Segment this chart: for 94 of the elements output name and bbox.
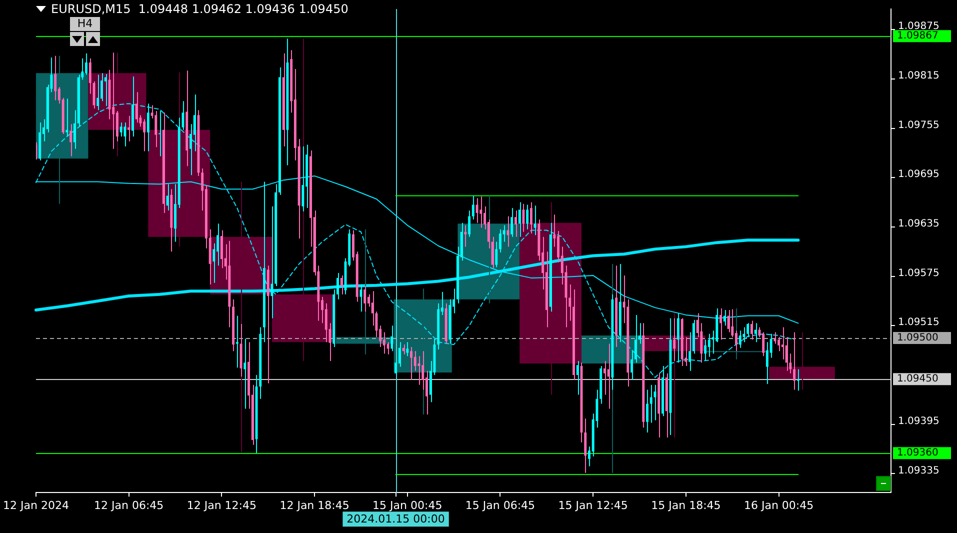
candlestick [708, 333, 710, 358]
x-tick-label: 12 Jan 2024 [2, 499, 69, 512]
candlestick [746, 322, 750, 338]
y-tick-label: 1.09875 [898, 21, 940, 32]
candlestick [96, 74, 100, 111]
candlestick [244, 338, 246, 410]
candlestick [382, 332, 386, 354]
chart-title: EURUSD,M15 1.09448 1.09462 1.09436 1.09450 [51, 2, 348, 16]
y-tick-label: 1.09755 [898, 120, 940, 131]
candlestick [781, 326, 784, 360]
candlestick [762, 332, 765, 357]
x-tick-label: 2024.01.15 00:00 [346, 512, 445, 526]
ref-line-label: 1.09450 [897, 374, 938, 385]
candlestick [607, 343, 610, 410]
candlestick [70, 124, 72, 157]
candlestick [124, 122, 126, 147]
candlestick [476, 198, 478, 224]
candlestick [480, 196, 482, 228]
candlestick [510, 208, 514, 238]
ref-line-label: 1.09867 [897, 30, 938, 42]
candlestick [302, 146, 304, 212]
candlestick [495, 241, 498, 268]
y-tick-label: 1.09635 [898, 218, 940, 230]
ref-line-label: 1.09360 [897, 448, 938, 459]
candlestick [738, 330, 742, 348]
candlestick [414, 350, 416, 372]
candlestick [85, 52, 88, 76]
candlestick [750, 320, 753, 340]
candlestick [723, 310, 726, 326]
candlestick [116, 110, 118, 142]
x-tick-label: 12 Jan 12:45 [186, 499, 257, 512]
candlestick [704, 339, 707, 362]
candlestick [128, 115, 130, 142]
candlestick [468, 210, 471, 238]
candlestick [146, 103, 150, 152]
candlestick [576, 360, 579, 396]
timeframe-button: H4 [70, 17, 100, 31]
ref-line-label: 1.09500 [897, 332, 938, 344]
candlestick [340, 274, 343, 295]
x-tick-label: 16 Jan 00:45 [744, 499, 814, 512]
candlestick [390, 325, 394, 352]
candlestick [774, 332, 776, 344]
candlestick [360, 284, 362, 312]
y-tick-label: 1.09335 [898, 465, 940, 476]
y-tick-label: 1.09515 [898, 317, 940, 328]
candlestick [406, 342, 409, 357]
candlestick [522, 203, 525, 232]
candlestick [464, 224, 467, 248]
x-tick-label: 15 Jan 00:45 [372, 499, 442, 512]
candlestick [534, 205, 536, 236]
y-tick-label: 1.09815 [898, 70, 940, 82]
candlestick [603, 360, 606, 396]
candlestick [720, 308, 722, 340]
candlestick [324, 302, 328, 343]
candlestick [506, 216, 510, 248]
candlestick [796, 368, 800, 392]
candlestick [143, 118, 146, 152]
x-tick-label: 15 Jan 06:45 [465, 499, 536, 512]
candlestick [135, 92, 138, 123]
candlestick [220, 230, 223, 269]
candlestick [584, 418, 587, 474]
candlestick [402, 344, 405, 355]
candlestick [472, 195, 474, 220]
candlestick [499, 228, 502, 253]
candlestick [386, 342, 390, 355]
y-tick-label: 1.09575 [898, 268, 940, 279]
x-tick-label: 12 Jan 06:45 [94, 499, 164, 512]
candlestick [112, 52, 115, 150]
x-tick-label: 15 Jan 18:45 [651, 499, 721, 512]
candlestick [54, 55, 57, 101]
x-tick-label: 12 Jan 18:45 [280, 499, 350, 512]
candlestick [66, 98, 68, 137]
y-tick-label: 1.09695 [898, 169, 940, 180]
candlestick [410, 346, 412, 380]
candlestick [793, 332, 796, 390]
candlestick [526, 204, 529, 230]
candlestick [236, 315, 238, 368]
candlestick [518, 202, 521, 238]
candlestick [364, 286, 366, 312]
candlestick [530, 202, 532, 234]
candlestick [766, 342, 768, 385]
candlestick [158, 110, 162, 157]
candlestick [166, 184, 169, 211]
candlestick [120, 122, 122, 137]
y-tick-label: 1.09395 [898, 416, 940, 427]
candlestick [650, 384, 652, 424]
candlestick [371, 290, 374, 326]
candlestick [754, 322, 757, 343]
candlestick [646, 389, 648, 434]
candlestick [104, 73, 107, 107]
candlestick [514, 210, 517, 238]
candlestick [88, 58, 92, 94]
x-tick-label: 15 Jan 12:45 [558, 499, 628, 512]
candlestick [676, 312, 680, 364]
